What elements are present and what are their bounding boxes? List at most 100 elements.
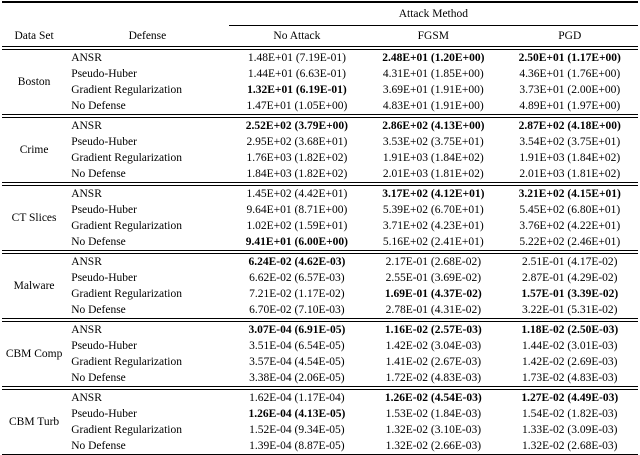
value-cell: 2.87E+02 (4.18E+00) [518,120,621,132]
value-cell: 1.57E-01 (3.39E-02) [521,288,619,300]
value-cell: 2.87E-01 (4.29E-02) [522,272,618,284]
defense-cell: ANSR [71,392,102,404]
value-cell: 3.07E-04 (6.91E-05) [248,324,346,336]
defense-cell: Gradient Regularization [71,356,182,368]
value-cell: 4.31E+01 (1.85E+00) [382,68,484,80]
table-row: Gradient Regularization 3.57E-04 (4.54E-0… [2,354,638,370]
defense-cell: Gradient Regularization [71,424,182,436]
value-cell: 2.78E-01 (4.31E-02) [365,302,502,322]
dataset-cell: CBM Turb [9,416,60,428]
column-header-no-attack: No Attack [228,25,366,50]
table-row: Boston ANSR 1.48E+01 (7.19E-01) 2.48E+01 (1… [2,48,638,118]
table-row: No Defense 1.84E+03 (1.82E+02) 2.01E+03 (1… [2,166,638,186]
table-row: No Defense 6.70E-02 (7.10E-03) 2.78E-01 (4… [2,302,638,322]
value-cell: 5.45E+02 (6.80E+01) [519,204,621,216]
value-cell: 1.32E-02 (2.66E-03) [385,440,482,452]
value-cell: 1.27E-02 (4.49E-03) [521,392,619,404]
value-cell: 1.76E+03 (1.82E+02) [246,152,348,164]
value-cell: 3.69E+01 (1.91E+00) [382,84,484,96]
value-cell: 3.53E+02 (3.75E+01) [382,136,484,148]
value-cell: 3.17E+02 (4.12E+01) [382,188,485,200]
dataset-cell: CT Slices [2,184,67,254]
value-cell: 4.36E+01 (1.76E+00) [519,68,621,80]
value-cell: 1.32E+01 (6.19E-01) [247,84,347,96]
defense-cell: No Defense [66,302,229,322]
defense-cell: Pseudo-Huber [71,340,137,352]
defense-cell: Gradient Regularization [71,288,182,300]
value-cell: 1.91E+03 (1.84E+02) [519,152,621,164]
defense-cell: No Defense [66,166,229,186]
value-cell: 3.71E+02 (4.23E+01) [382,220,484,232]
table-row: No Defense 9.41E+01 (6.00E+00) 5.16E+02 (2… [2,234,638,254]
value-cell: 1.52E-04 (9.34E-05) [249,424,345,436]
value-cell: 1.84E+03 (1.82E+02) [228,166,366,186]
defense-cell: No Defense [66,98,229,118]
value-cell: 1.48E+01 (7.19E-01) [247,52,346,64]
defense-cell: Pseudo-Huber [71,408,137,420]
value-cell: 5.22E+02 (2.46E+01) [501,234,638,254]
value-cell: 1.32E-02 (3.10E-03) [385,424,482,436]
value-cell: 1.73E-02 (4.83E-03) [501,370,638,390]
value-cell: 1.45E+02 (4.42E+01) [246,188,348,200]
table-row: Crime ANSR 2.52E+02 (3.79E+00) 2.86E+02 (4.… [2,116,638,186]
defense-cell: ANSR [71,324,102,336]
table-row: Gradient Regularization 1.02E+02 (1.59E+0… [2,218,638,234]
value-cell: 1.72E-02 (4.83E-03) [365,370,502,390]
value-cell: 1.39E-04 (8.87E-05) [249,440,345,452]
value-cell: 1.26E-02 (4.54E-03) [384,392,482,404]
defense-cell: No Defense [71,440,126,452]
table-row: CT Slices ANSR 1.45E+02 (4.42E+01) 3.17E+02… [2,184,638,254]
column-header-data-set: Data Set [2,25,67,50]
value-cell: 1.54E-02 (1.82E-03) [522,408,618,420]
value-cell: 1.47E+01 (1.05E+00) [228,98,366,118]
value-cell: 6.70E-02 (7.10E-03) [228,302,366,322]
table-row: Malware ANSR 6.24E-02 (4.62E-03) 2.17E-01 (… [2,252,638,322]
column-header-fgsm: FGSM [365,25,502,50]
table-row: Gradient Regularization 7.21E-02 (1.17E-0… [2,286,638,302]
value-cell: 1.42E-02 (2.69E-03) [522,356,618,368]
value-cell: 9.41E+01 (6.00E+00) [228,234,366,254]
value-cell: 2.51E-01 (4.17E-02) [522,256,618,268]
defense-cell: No Defense [66,370,229,390]
defense-cell: Gradient Regularization [71,152,182,164]
defense-cell: ANSR [71,256,102,268]
dataset-cell: Malware [2,252,67,322]
table-row: CBM Comp ANSR 3.07E-04 (6.91E-05) 1.16E-02 … [2,320,638,390]
table-row: Pseudo-Huber 2.95E+02 (3.68E+01) 3.53E+02 … [2,134,638,150]
value-cell: 2.95E+02 (3.68E+01) [246,136,348,148]
value-cell: 1.44E-02 (3.01E-03) [522,340,618,352]
value-cell: 3.54E+02 (3.75E+01) [519,136,621,148]
value-cell: 1.42E-02 (3.04E-03) [385,340,482,352]
value-cell: 2.01E+03 (1.81E+02) [365,166,502,186]
column-header-defense: Defense [66,25,229,50]
defense-cell: ANSR [71,188,102,200]
table-row: Gradient Regularization 1.32E+01 (6.19E-0… [2,82,638,98]
table-row: No Defense 1.47E+01 (1.05E+00) 4.83E+01 (1… [2,98,638,118]
dataset-cell: Crime [2,116,67,186]
value-cell: 6.62E-02 (6.57E-03) [249,272,345,284]
defense-cell: Pseudo-Huber [71,136,137,148]
value-cell: 7.21E-02 (1.17E-02) [249,288,345,300]
value-cell: 3.21E+02 (4.15E+01) [518,188,621,200]
value-cell: 4.83E+01 (1.91E+00) [365,98,502,118]
value-cell: 2.50E+01 (1.17E+00) [518,52,621,64]
table-header: Attack Method Data Set Defense No Attack… [2,2,638,50]
defense-cell: ANSR [71,120,102,132]
column-header-pgd: PGD [501,25,638,50]
value-cell: 5.16E+02 (2.41E+01) [365,234,502,254]
dataset-cell: Boston [2,48,67,118]
value-cell: 2.86E+02 (4.13E+00) [382,120,485,132]
value-cell: 3.38E-04 (2.06E-05) [228,370,366,390]
value-cell: 1.62E-04 (1.17E-04) [249,392,345,404]
value-cell: 5.39E+02 (6.70E+01) [382,204,484,216]
value-cell: 4.89E+01 (1.97E+00) [501,98,638,118]
table-row: Pseudo-Huber 1.26E-04 (4.13E-05) 1.53E-02 … [2,406,638,422]
value-cell: 2.01E+03 (1.81E+02) [501,166,638,186]
table-row: Pseudo-Huber 6.62E-02 (6.57E-03) 2.55E-01 … [2,270,638,286]
value-cell: 1.33E-02 (3.09E-03) [522,424,618,436]
defense-cell: Pseudo-Huber [71,204,137,216]
value-cell: 2.52E+02 (3.79E+00) [245,120,349,132]
value-cell: 3.57E-04 (4.54E-05) [249,356,345,368]
